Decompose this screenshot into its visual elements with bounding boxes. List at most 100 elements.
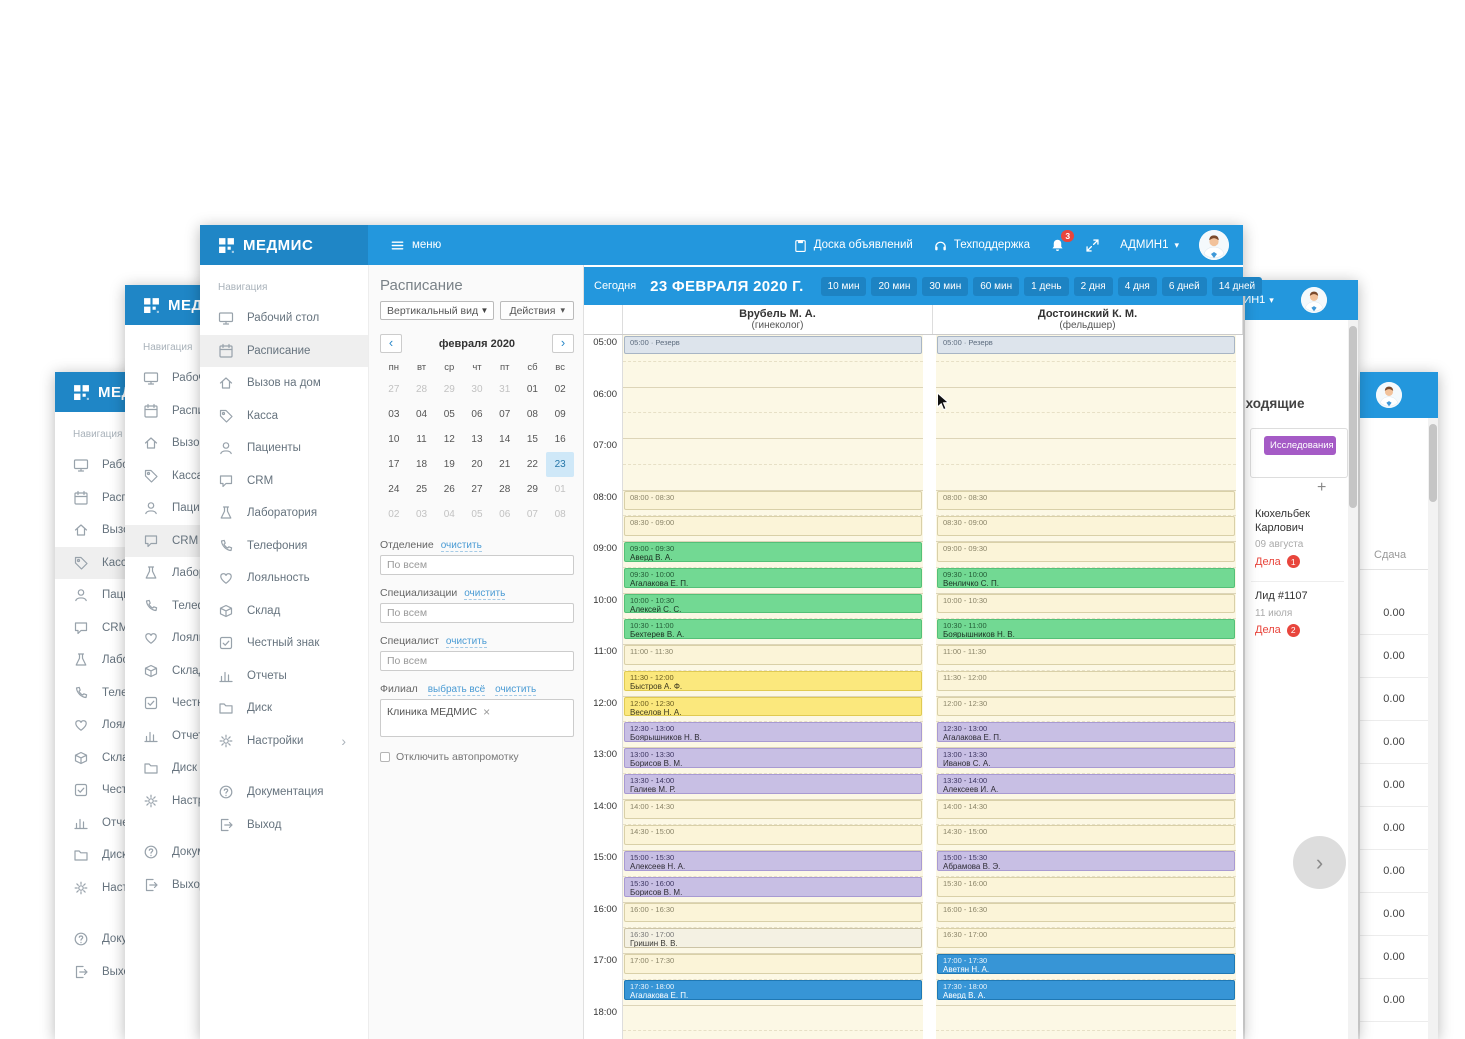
calendar-day[interactable]: 23 bbox=[546, 452, 574, 477]
calendar-prev-button[interactable]: ‹ bbox=[380, 334, 402, 353]
calendar-day[interactable]: 29 bbox=[526, 484, 538, 495]
sidebar-item-settings[interactable]: Настройки › bbox=[200, 725, 368, 758]
appointment-slot[interactable]: 14:00 - 14:30 bbox=[937, 799, 1235, 820]
calendar-day[interactable]: 21 bbox=[499, 459, 511, 470]
user-menu[interactable]: АДМИН1 ▾ bbox=[1245, 280, 1274, 320]
calendar-day[interactable]: 06 bbox=[499, 509, 511, 520]
autoscroll-checkbox-row[interactable]: Отключить автопромотку bbox=[380, 751, 574, 763]
appointment-slot[interactable]: 14:30 - 15:00 bbox=[624, 825, 922, 845]
calendar-day[interactable]: 05 bbox=[471, 509, 483, 520]
sidebar-item-warehouse[interactable]: Склад bbox=[125, 655, 293, 688]
calendar-day[interactable]: 17 bbox=[388, 459, 400, 470]
next-button[interactable]: › bbox=[1293, 836, 1346, 889]
filter-clear-link[interactable]: очистить bbox=[445, 636, 487, 648]
filter-input[interactable]: По всем bbox=[380, 555, 574, 575]
remove-icon[interactable]: × bbox=[483, 705, 491, 719]
doctor-column-header[interactable]: Достоинский К. М. (фельдшер) bbox=[933, 305, 1243, 334]
appointment-slot[interactable]: 11:00 - 11:30 bbox=[624, 645, 922, 665]
filter-clear-link[interactable]: очистить bbox=[464, 588, 506, 600]
sidebar-item-desktop[interactable]: Рабочий стол bbox=[200, 302, 368, 335]
appointment-slot[interactable]: 09:30 - 10:00 Агалакова Е. П. bbox=[624, 567, 922, 588]
calendar-day[interactable]: 25 bbox=[416, 484, 428, 495]
calendar-day[interactable]: 16 bbox=[554, 434, 566, 445]
calendar-day[interactable]: 15 bbox=[526, 434, 538, 445]
branch-input[interactable]: Клиника МЕДМИС × bbox=[380, 699, 574, 737]
view-mode-select[interactable]: Вертикальный вид ▼ bbox=[380, 301, 495, 320]
sidebar-item-crm[interactable]: CRM bbox=[55, 612, 223, 645]
appointment-slot[interactable]: 09:00 - 09:30 bbox=[937, 542, 1235, 562]
calendar-day[interactable]: 04 bbox=[443, 509, 455, 520]
sidebar-item-disk[interactable]: Диск bbox=[200, 692, 368, 725]
appointment-slot[interactable]: 08:00 - 08:30 bbox=[937, 490, 1235, 511]
calendar-day[interactable]: 31 bbox=[499, 384, 511, 395]
calendar-day[interactable]: 09 bbox=[554, 409, 566, 420]
appointment-slot[interactable]: 11:30 - 12:00 bbox=[937, 670, 1235, 691]
calendar-day[interactable]: 22 bbox=[526, 459, 538, 470]
appointment-slot[interactable]: 05:00 · Резерв bbox=[937, 336, 1235, 354]
deals-row[interactable]: Дела 2 bbox=[1255, 623, 1343, 637]
actions-button[interactable]: Действия ▾ bbox=[500, 301, 574, 320]
sidebar-item-phone[interactable]: Телефония bbox=[200, 530, 368, 563]
list-item[interactable]: Лид #1107 11 июля Дела 2 bbox=[1255, 590, 1343, 637]
appointment-slot[interactable]: 08:00 - 08:30 bbox=[624, 490, 922, 511]
appointment-slot[interactable]: 12:00 - 12:30 Веселов Н. А. bbox=[624, 696, 922, 717]
appointment-slot[interactable]: 14:30 - 15:00 bbox=[937, 825, 1235, 845]
calendar-day[interactable]: 20 bbox=[471, 459, 483, 470]
interval-button[interactable]: 2 дня bbox=[1073, 276, 1113, 296]
scrollbar[interactable] bbox=[1428, 418, 1438, 1039]
calendar-day[interactable]: 08 bbox=[526, 409, 538, 420]
appointment-slot[interactable]: 14:00 - 14:30 bbox=[624, 799, 922, 820]
sidebar-item-patients[interactable]: Пациенты bbox=[200, 432, 368, 465]
appointment-slot[interactable]: 10:00 - 10:30 bbox=[937, 593, 1235, 614]
list-item[interactable]: Кюхельбек Карлович 09 августа Дела 1 bbox=[1255, 508, 1343, 568]
appointment-slot[interactable]: 10:00 - 10:30 Алексей С. С. bbox=[624, 593, 922, 614]
sidebar-item-lab[interactable]: Лаборатория bbox=[200, 497, 368, 530]
filter-clear-link[interactable]: очистить bbox=[440, 540, 482, 552]
appointment-slot[interactable]: 11:30 - 12:00 Быстров А. Ф. bbox=[624, 670, 922, 691]
appointment-slot[interactable]: 17:30 - 18:00 Аверд В. А. bbox=[937, 979, 1235, 1000]
appointment-slot[interactable]: 15:30 - 16:00 bbox=[937, 876, 1235, 897]
scrollbar-thumb[interactable] bbox=[1349, 326, 1357, 508]
today-button[interactable]: Сегодня bbox=[594, 280, 637, 292]
appointment-slot[interactable]: 10:30 - 11:00 Бехтерев В. А. bbox=[624, 619, 922, 639]
interval-button[interactable]: 10 мин bbox=[820, 276, 867, 296]
calendar-day[interactable]: 18 bbox=[416, 459, 428, 470]
appointment-slot[interactable]: 13:00 - 13:30 Иванов С. А. bbox=[937, 748, 1235, 768]
fullscreen-button[interactable] bbox=[1085, 238, 1100, 253]
calendar-day[interactable]: 28 bbox=[499, 484, 511, 495]
calendar-day[interactable]: 12 bbox=[443, 434, 455, 445]
calendar-next-button[interactable]: › bbox=[552, 334, 574, 353]
doctor-column-header[interactable]: Врубель М. А. (гинеколог) bbox=[623, 305, 933, 334]
interval-button[interactable]: 20 мин bbox=[871, 276, 918, 296]
sidebar-item-disk[interactable]: Диск bbox=[55, 839, 223, 872]
calendar-day[interactable]: 03 bbox=[388, 409, 400, 420]
appointment-slot[interactable]: 16:30 - 17:00 Гришин В. В. bbox=[624, 928, 922, 948]
avatar[interactable] bbox=[1376, 382, 1402, 408]
calendar-day[interactable]: 01 bbox=[526, 384, 538, 395]
menu-button[interactable]: меню bbox=[390, 238, 441, 253]
scrollbar-thumb[interactable] bbox=[1429, 424, 1437, 502]
calendar-day[interactable]: 13 bbox=[471, 434, 483, 445]
sidebar-item-loyalty[interactable]: Лояльность bbox=[200, 562, 368, 595]
calendar-day[interactable]: 04 bbox=[416, 409, 428, 420]
calendar-day[interactable]: 07 bbox=[526, 509, 538, 520]
sidebar-item-reports[interactable]: Отчеты bbox=[200, 660, 368, 693]
interval-button[interactable]: 60 мин bbox=[973, 276, 1020, 296]
sidebar-item-docs[interactable]: Документация bbox=[200, 776, 368, 809]
appointment-slot[interactable]: 12:30 - 13:00 Боярышников Н. В. bbox=[624, 722, 922, 742]
appointment-slot[interactable]: 16:00 - 16:30 bbox=[937, 902, 1235, 923]
user-menu[interactable]: АДМИН1 ▾ bbox=[1120, 239, 1179, 251]
calendar-day[interactable]: 07 bbox=[499, 409, 511, 420]
sidebar-item-cashier[interactable]: Касса bbox=[125, 460, 293, 493]
appointment-slot[interactable]: 12:30 - 13:00 Агалакова Е. П. bbox=[937, 722, 1235, 742]
announcements-button[interactable]: Доска объявлений bbox=[793, 238, 913, 253]
calendar-day[interactable]: 02 bbox=[554, 384, 566, 395]
calendar-day[interactable]: 05 bbox=[443, 409, 455, 420]
checkbox[interactable] bbox=[380, 752, 390, 762]
appointment-slot[interactable]: 16:30 - 17:00 bbox=[937, 928, 1235, 948]
clear-link[interactable]: очистить bbox=[495, 684, 537, 696]
appointment-slot[interactable]: 05:00 · Резерв bbox=[624, 336, 922, 354]
notifications-button[interactable]: 3 bbox=[1050, 229, 1075, 253]
filter-input[interactable]: По всем bbox=[380, 651, 574, 671]
appointment-slot[interactable]: 17:00 - 17:30 bbox=[624, 954, 922, 974]
